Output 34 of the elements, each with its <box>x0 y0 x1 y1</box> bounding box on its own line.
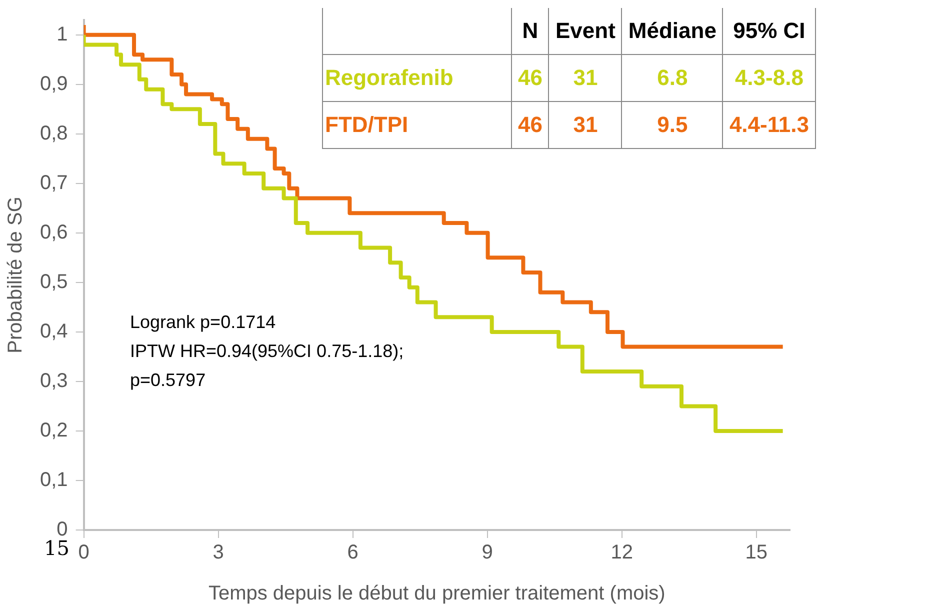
y-tick-label: 1 <box>56 23 68 46</box>
annotation: 31 <box>548 102 622 148</box>
x-axis-title: Temps depuis le début du premier traitement (mois) <box>208 582 666 605</box>
annotation: 31 <box>548 54 622 102</box>
y-tick-label: 0,1 <box>40 469 68 491</box>
annotation: Event <box>548 8 622 54</box>
y-tick-label: 0 <box>56 518 68 541</box>
annotation: 6.8 <box>622 54 723 102</box>
x-tick-label: 12 <box>610 542 633 564</box>
text: Regorafenib <box>322 54 512 102</box>
annotation: 46 <box>512 102 549 148</box>
y-tick-label: 0,8 <box>40 122 68 144</box>
y-tick-label: 0,9 <box>40 72 68 95</box>
annotation: N <box>512 8 549 54</box>
annotation: Médiane <box>622 8 723 54</box>
y-tick-label: 0,6 <box>40 221 68 244</box>
y-tick-label: 0,2 <box>40 419 68 442</box>
x-tick-label: 0 <box>78 542 90 564</box>
y-tick-label: 0,3 <box>40 370 68 392</box>
x-tick-label: 3 <box>212 542 224 564</box>
y-axis-title: Probabilité de SG <box>4 196 27 354</box>
x-tick-label: 15 <box>745 542 768 564</box>
annotation: 95% CI <box>722 8 816 54</box>
x-tick-label: 6 <box>347 542 358 564</box>
y-tick-label: 0,5 <box>40 270 68 293</box>
annotation: 46 <box>512 54 549 102</box>
annotation: 4.4-11.3 <box>722 102 816 148</box>
y-tick-label: 0,4 <box>40 320 68 342</box>
annotation: 9.5 <box>622 102 723 148</box>
x-tick-label: 9 <box>482 542 493 564</box>
annotation: 4.3-8.8 <box>722 54 816 102</box>
y-tick-label: 0,7 <box>40 172 68 194</box>
text: FTD/TPI <box>322 102 512 148</box>
annotation: Logrank p=0.1714 IPTW HR=0.94(95%CI 0.75-1.18); p=0.5797 <box>130 311 404 392</box>
